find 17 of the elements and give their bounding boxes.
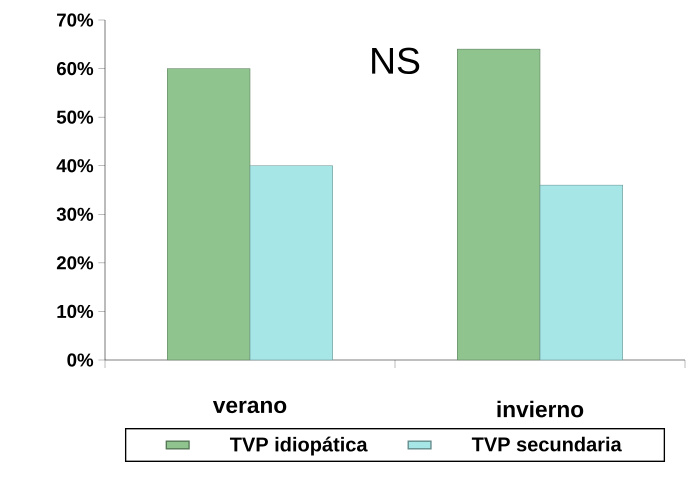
legend-label: TVP secundaria xyxy=(472,436,622,452)
y-tick-label: 20% xyxy=(56,256,94,270)
y-tick-label: 40% xyxy=(56,159,94,172)
y-tick-label: 60% xyxy=(56,62,94,76)
y-tick-label: 70% xyxy=(57,13,94,27)
legend-label: TVP idiopática xyxy=(230,436,368,456)
y-tick-label: 30% xyxy=(56,208,94,221)
bar xyxy=(540,184,623,360)
annotation: NS xyxy=(372,48,420,74)
y-tick-label: 10% xyxy=(57,304,94,318)
bar xyxy=(167,68,250,360)
x-tick-label: invierno xyxy=(498,400,584,418)
y-tick-label: 50% xyxy=(56,110,94,124)
y-tick-label: 0% xyxy=(67,353,94,367)
x-tick-label: verano xyxy=(212,400,286,414)
bar xyxy=(250,165,333,360)
bar xyxy=(457,48,540,360)
